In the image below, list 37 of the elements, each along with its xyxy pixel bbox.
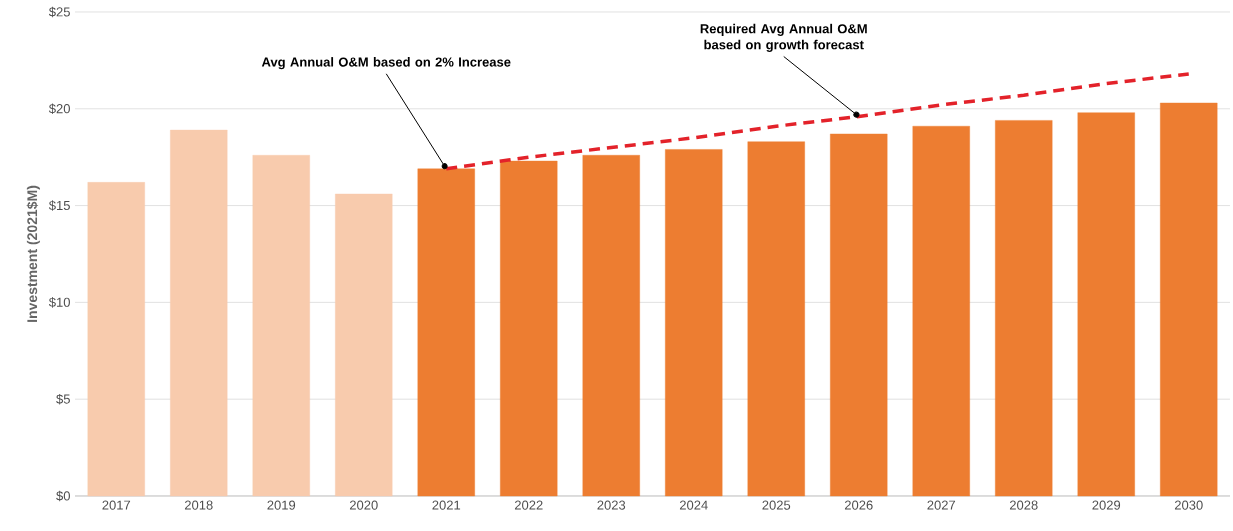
x-tick-label: 2028 — [1009, 500, 1038, 510]
x-tick-label: 2020 — [349, 500, 378, 510]
y-tick-label: $10 — [48, 297, 70, 308]
x-tick-label: 2019 — [267, 500, 296, 510]
bar — [830, 133, 888, 497]
x-tick-label: 2026 — [844, 500, 873, 510]
bar — [582, 155, 640, 497]
x-tick-label: 2018 — [184, 500, 213, 510]
bar — [252, 155, 310, 497]
y-axis-title: Investment (2021$M) — [26, 185, 40, 322]
bar — [1160, 102, 1218, 497]
bar — [500, 160, 558, 497]
y-tick-label: $25 — [48, 6, 70, 18]
bar — [335, 193, 393, 497]
x-tick-label: 2030 — [1174, 500, 1203, 510]
y-tick-label: $15 — [48, 200, 70, 211]
x-tick-label: 2023 — [597, 500, 626, 510]
bar — [665, 149, 723, 497]
bar — [417, 168, 475, 497]
x-tick-label: 2027 — [927, 500, 956, 510]
bar — [995, 120, 1053, 497]
bar — [87, 182, 145, 497]
annotation: Avg Annual O&M based on 2% Increase — [261, 57, 511, 70]
bar — [912, 126, 970, 497]
bar — [747, 141, 805, 497]
x-tick-label: 2021 — [432, 500, 461, 510]
bar — [1077, 112, 1135, 497]
x-tick-label: 2022 — [514, 500, 543, 510]
y-tick-label: $0 — [56, 490, 70, 502]
y-tick-label: $5 — [56, 393, 70, 405]
x-tick-label: 2025 — [762, 500, 791, 510]
annotation: Required Avg Annual O&M based on growth forecast — [700, 23, 867, 52]
x-tick-label: 2017 — [102, 500, 131, 510]
bar — [170, 129, 228, 497]
x-tick-label: 2029 — [1092, 500, 1121, 510]
y-tick-label: $20 — [48, 103, 70, 115]
x-tick-label: 2024 — [679, 500, 708, 510]
